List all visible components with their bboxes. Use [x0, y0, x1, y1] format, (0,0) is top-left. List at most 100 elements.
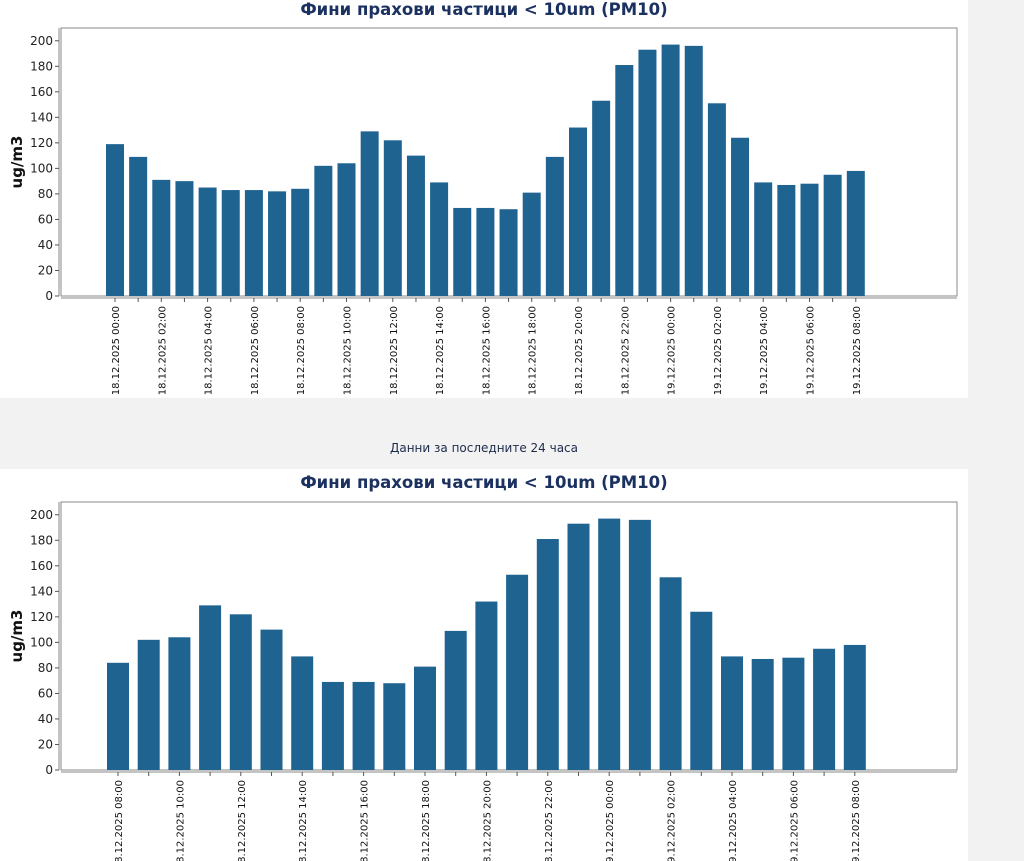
y-tick-label: 60 — [38, 212, 53, 226]
bar — [260, 629, 283, 770]
bar — [731, 137, 750, 296]
x-tick-label: 19.12.2025 04:00 — [728, 780, 739, 861]
x-tick-label: 18.12.2025 14:00 — [435, 306, 446, 395]
bar — [751, 658, 774, 770]
x-tick-label: 18.12.2025 14:00 — [298, 780, 309, 861]
bar — [383, 683, 406, 770]
x-tick-label: 18.12.2025 18:00 — [528, 306, 539, 395]
x-tick-label: 18.12.2025 12:00 — [389, 306, 400, 395]
bar — [444, 630, 467, 770]
y-tick-label: 0 — [45, 289, 53, 303]
bar — [707, 103, 726, 297]
bar — [476, 207, 495, 296]
bar — [843, 644, 866, 770]
bar — [506, 574, 529, 770]
x-tick-label: 18.12.2025 08:00 — [114, 780, 125, 861]
bar — [690, 611, 713, 770]
bar — [628, 519, 651, 770]
x-tick-label: 18.12.2025 04:00 — [204, 306, 215, 395]
bar — [567, 523, 590, 770]
y-tick-label: 140 — [30, 584, 53, 598]
bar — [137, 639, 160, 770]
y-tick-label: 140 — [30, 110, 53, 124]
x-tick-label: 18.12.2025 22:00 — [544, 780, 555, 861]
bar — [615, 65, 634, 296]
y-tick-label: 80 — [38, 187, 53, 201]
x-tick-label: 19.12.2025 06:00 — [789, 780, 800, 861]
bar — [221, 190, 240, 296]
bar — [152, 179, 171, 296]
bar — [106, 144, 124, 296]
y-tick-label: 160 — [30, 85, 53, 99]
bar — [430, 182, 449, 296]
bar — [754, 182, 773, 296]
bar — [229, 614, 252, 770]
bar — [453, 207, 472, 296]
bar — [777, 184, 796, 296]
bar — [291, 188, 310, 296]
bar — [592, 100, 611, 296]
bar — [107, 662, 129, 770]
bar — [199, 605, 222, 770]
bar — [569, 127, 587, 297]
x-tick-label: 18.12.2025 16:00 — [360, 780, 371, 861]
chart-title: Фини прахови частици < 10um (PM10) — [300, 473, 667, 492]
y-tick-label: 120 — [30, 136, 53, 150]
x-tick-label: 18.12.2025 10:00 — [343, 306, 354, 395]
y-tick-label: 40 — [38, 238, 53, 252]
x-tick-label: 18.12.2025 22:00 — [620, 306, 631, 395]
bar — [175, 181, 194, 296]
y-tick-label: 180 — [30, 533, 53, 547]
y-tick-label: 100 — [30, 635, 53, 649]
y-tick-label: 200 — [30, 508, 53, 522]
y-tick-label: 80 — [38, 661, 53, 675]
bar — [352, 681, 375, 770]
bar — [414, 666, 436, 770]
y-tick-label: 60 — [38, 686, 53, 700]
x-tick-label: 19.12.2025 06:00 — [806, 306, 817, 395]
x-tick-label: 18.12.2025 12:00 — [237, 780, 248, 861]
bar — [198, 187, 217, 296]
bar — [383, 140, 402, 296]
bar — [314, 165, 333, 296]
y-tick-label: 160 — [30, 559, 53, 573]
y-tick-label: 20 — [38, 737, 53, 751]
bar — [545, 156, 564, 296]
chart-panel-last-24-hours: Фини прахови частици < 10um (PM10) ug/m3 0… — [0, 469, 968, 861]
bar — [291, 656, 314, 770]
bar — [684, 45, 703, 296]
x-tick-label: 19.12.2025 08:00 — [852, 306, 863, 395]
bar — [800, 183, 819, 296]
bar — [406, 155, 425, 296]
y-tick-label: 200 — [30, 34, 53, 48]
bar — [168, 637, 191, 770]
x-tick-label: 19.12.2025 02:00 — [713, 306, 724, 395]
bar — [721, 656, 743, 770]
bar — [360, 131, 379, 296]
chart-caption: Данни за последните 24 часа — [389, 441, 579, 455]
bar — [337, 163, 356, 296]
chart-title: Фини прахови частици < 10um (PM10) — [300, 0, 667, 19]
bar — [129, 156, 148, 296]
x-tick-label: 18.12.2025 20:00 — [482, 780, 493, 861]
x-tick-label: 18.12.2025 10:00 — [175, 780, 186, 861]
bar — [499, 209, 518, 296]
x-tick-label: 18.12.2025 02:00 — [157, 306, 168, 395]
y-axis-label: ug/m3 — [8, 610, 26, 663]
chart-panel-last-33-hours: Фини прахови частици < 10um (PM10) ug/m3 0… — [0, 0, 968, 398]
x-tick-label: 18.12.2025 08:00 — [296, 306, 307, 395]
pm10-bar-chart-2: Фини прахови частици < 10um (PM10) ug/m3 0… — [8, 473, 958, 861]
y-tick-label: 0 — [45, 763, 53, 777]
bar — [782, 657, 805, 770]
bar — [813, 648, 836, 770]
bar — [598, 518, 621, 770]
y-tick-label: 40 — [38, 712, 53, 726]
x-tick-label: 18.12.2025 18:00 — [421, 780, 432, 861]
x-tick-label: 19.12.2025 04:00 — [759, 306, 770, 395]
bar — [268, 191, 287, 296]
bar — [536, 539, 559, 770]
x-tick-label: 18.12.2025 00:00 — [111, 306, 122, 395]
bar — [475, 601, 498, 770]
bar — [846, 170, 865, 296]
y-tick-label: 120 — [30, 610, 53, 624]
